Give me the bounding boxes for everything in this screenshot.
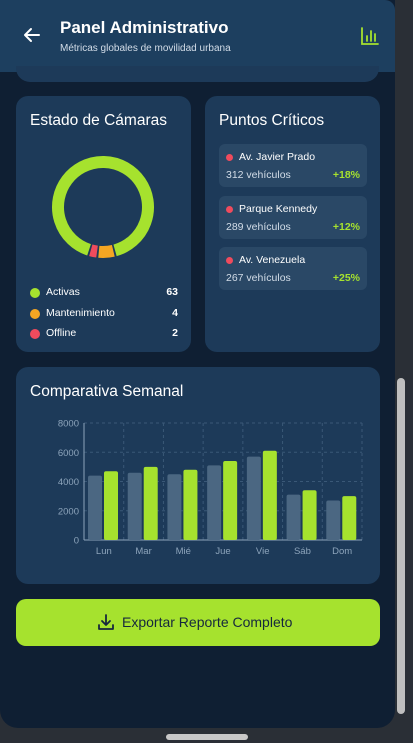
bar-mié-2 <box>183 469 198 540</box>
critical-point-item[interactable]: Av. Javier Prado 312 vehículos +18% <box>219 144 367 187</box>
critical-point-name: Av. Venezuela <box>239 254 306 266</box>
change-percent: +12% <box>332 220 360 233</box>
bar-mar-2 <box>143 466 158 540</box>
legend-dot <box>30 308 40 319</box>
change-percent: +18% <box>332 169 360 181</box>
x-tick-label: Sáb <box>294 546 311 557</box>
camera-legend-item: Mantenimiento 4 <box>30 306 178 322</box>
x-tick-label: Mié <box>176 546 191 557</box>
legend-value: 63 <box>166 286 178 298</box>
y-tick-label: 4000 <box>58 477 79 488</box>
bar-mar-1 <box>127 472 142 540</box>
home-indicator[interactable] <box>166 734 248 740</box>
x-tick-label: Dom <box>332 546 352 557</box>
critical-point-item[interactable]: Parque Kennedy 289 vehículos +12% <box>219 195 367 239</box>
change-percent: +25% <box>332 272 360 284</box>
bar-jue-2 <box>223 461 238 540</box>
x-tick-label: Lun <box>96 546 112 557</box>
camera-status-title: Estado de Cámaras <box>30 112 167 129</box>
bar-mié-1 <box>167 474 182 540</box>
x-tick-label: Mar <box>135 546 151 557</box>
bar-lun-2 <box>104 471 118 540</box>
bar-dom-1 <box>326 500 341 540</box>
page-subtitle: Métricas globales de movilidad urbana <box>60 43 231 54</box>
camera-donut-chart <box>52 156 154 258</box>
camera-legend-item: Offline 2 <box>30 326 178 342</box>
y-tick-label: 8000 <box>58 419 79 430</box>
legend-label: Activas <box>46 286 80 298</box>
alert-dot <box>226 205 233 213</box>
legend-value: 4 <box>172 306 178 319</box>
critical-point-item[interactable]: Av. Venezuela 267 vehículos +25% <box>219 247 367 290</box>
weekly-comparison-title: Comparativa Semanal <box>30 383 184 400</box>
legend-dot <box>30 329 40 339</box>
legend-label: Offline <box>46 327 77 339</box>
export-report-button[interactable]: Exportar Reporte Completo <box>16 599 380 646</box>
critical-points-card: Puntos Críticos Av. Javier Prado 312 vehí… <box>205 96 380 352</box>
header: Panel Administrativo Métricas globales d… <box>0 0 395 72</box>
bar-sáb-1 <box>286 494 301 540</box>
vehicle-count: 289 vehículos <box>226 220 291 233</box>
bar-sáb-2 <box>302 490 317 540</box>
donut-segment-offline <box>89 244 98 258</box>
donut-segment-mantenimiento <box>98 244 115 258</box>
x-tick-label: Vie <box>256 546 270 557</box>
critical-point-name: Parque Kennedy <box>239 202 318 215</box>
y-tick-label: 2000 <box>58 506 79 517</box>
weekly-bar-chart: 0 2000 4000 6000 8000 Lun Mar Mié Jue Vie Sáb Dom <box>58 419 363 557</box>
bar-jue-1 <box>207 465 222 540</box>
vehicle-count: 267 vehículos <box>226 272 291 284</box>
weekly-comparison-card: Comparativa Semanal 0 2000 4000 6000 8000 Lun… <box>16 367 380 584</box>
export-report-label: Exportar Reporte Completo <box>122 614 293 630</box>
critical-point-name: Av. Javier Prado <box>239 151 316 163</box>
app-screen: Panel Administrativo Métricas globales d… <box>0 0 395 728</box>
arrow-left-icon[interactable] <box>22 25 42 45</box>
legend-dot <box>30 288 40 298</box>
bar-vie-2 <box>262 450 277 540</box>
legend-label: Mantenimiento <box>46 306 115 319</box>
previous-card <box>16 66 379 82</box>
bar-chart-icon[interactable] <box>360 26 380 46</box>
bar-vie-1 <box>246 456 261 540</box>
camera-status-card: Estado de Cámaras Activas 63 Mantenimiento… <box>16 96 191 352</box>
camera-legend-item: Activas 63 <box>30 285 178 301</box>
bar-dom-2 <box>342 496 357 540</box>
alert-dot <box>226 257 233 264</box>
legend-value: 2 <box>172 327 178 339</box>
scrollbar-thumb[interactable] <box>397 378 405 714</box>
page-title: Panel Administrativo <box>60 18 229 37</box>
bar-lun-1 <box>88 475 102 540</box>
donut-segment-activas <box>52 156 154 257</box>
download-icon <box>98 614 114 630</box>
x-tick-label: Jue <box>215 546 230 557</box>
y-tick-label: 0 <box>74 536 79 547</box>
vehicle-count: 312 vehículos <box>226 169 291 181</box>
critical-points-title: Puntos Críticos <box>219 112 325 129</box>
y-tick-label: 6000 <box>58 448 79 459</box>
alert-dot <box>226 154 233 161</box>
